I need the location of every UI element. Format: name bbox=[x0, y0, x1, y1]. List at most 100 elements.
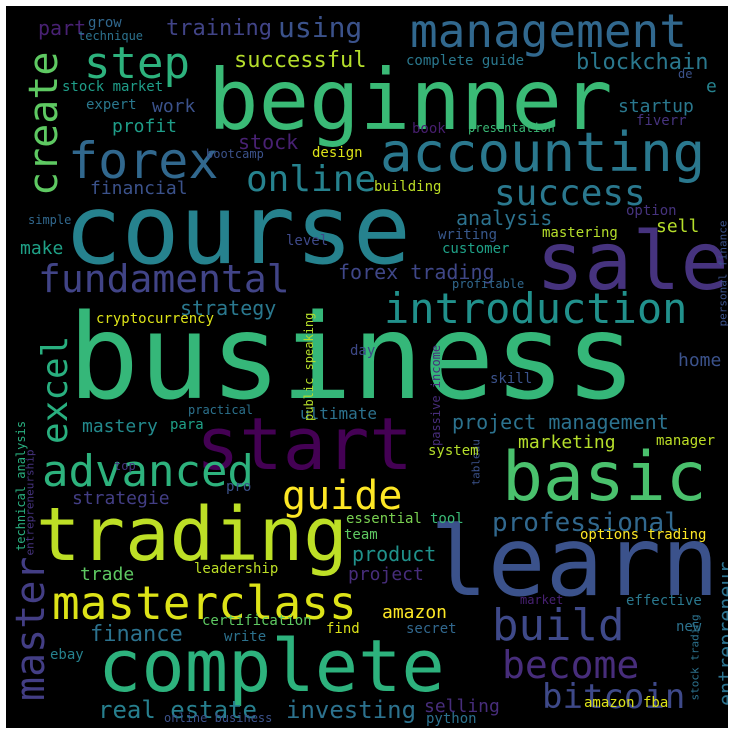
word-fundamental: fundamental bbox=[38, 257, 290, 301]
word-professional: professional bbox=[492, 508, 680, 538]
word-work: work bbox=[152, 96, 196, 117]
word-success: success bbox=[494, 173, 646, 214]
word-training: training bbox=[166, 16, 272, 41]
word-bootcamp: bootcamp bbox=[206, 147, 264, 161]
word-business: business bbox=[68, 288, 637, 426]
word-selling: selling bbox=[424, 696, 500, 717]
word-practical: practical bbox=[188, 403, 254, 417]
word-management: management bbox=[410, 6, 687, 58]
word-forex-trading: forex trading bbox=[338, 260, 495, 284]
word-guide: create bbox=[21, 51, 67, 197]
word-public-speaking: public speaking bbox=[302, 312, 316, 421]
word-book: book bbox=[412, 121, 446, 137]
word-customer: customer bbox=[442, 241, 510, 257]
word-introduction: introduction bbox=[384, 284, 688, 333]
word-online-business: online business bbox=[164, 711, 273, 725]
word-amazon: amazon bbox=[382, 602, 448, 623]
word-certification: certification bbox=[202, 613, 312, 629]
word-strategie: strategie bbox=[72, 488, 170, 509]
word-cloud: business course beginner sale learn trad… bbox=[6, 6, 728, 728]
word-part: part bbox=[38, 16, 87, 40]
word-excel: excel bbox=[35, 335, 76, 444]
word-effective: effective bbox=[626, 593, 702, 609]
word-real-estate: real estate bbox=[98, 696, 257, 724]
word-entrepreneurship: entrepreneurship bbox=[23, 449, 37, 556]
word-trade: trade bbox=[80, 564, 135, 585]
word-option: option bbox=[626, 203, 677, 219]
word-step: step bbox=[84, 38, 190, 89]
word-project: project bbox=[348, 564, 424, 585]
word-stock-market: stock market bbox=[62, 79, 164, 95]
word-write: write bbox=[224, 629, 267, 645]
word-stock: stock bbox=[238, 130, 299, 154]
word-pro: pro bbox=[226, 479, 252, 495]
word-level: level bbox=[286, 233, 329, 249]
word-team: team bbox=[344, 527, 378, 543]
word-top: top bbox=[114, 459, 136, 473]
word-masterclass: masterclass bbox=[52, 576, 357, 630]
word-leadership: leadership bbox=[194, 561, 279, 577]
word-advanced: guide bbox=[282, 473, 403, 519]
word-e: e bbox=[706, 76, 717, 97]
word-forex: forex bbox=[68, 132, 219, 190]
word-become: build bbox=[492, 600, 625, 651]
word-mastery: mastery bbox=[82, 416, 158, 437]
word-course: course bbox=[64, 174, 411, 286]
word-technique: technique bbox=[78, 29, 144, 43]
word-mastering: mastering bbox=[542, 225, 618, 241]
word-expert: expert bbox=[86, 97, 137, 113]
word-grow: grow bbox=[88, 15, 122, 31]
word-analysis: analysis bbox=[456, 206, 553, 230]
word-sell: sell bbox=[656, 216, 700, 237]
word-bitcoin: become bbox=[502, 643, 640, 687]
word-entrepreneur: entrepreneur bbox=[714, 561, 728, 707]
word-master: bitcoin bbox=[542, 677, 686, 717]
word-startup: startup bbox=[618, 96, 694, 117]
word-investing: investing bbox=[286, 696, 417, 724]
word-start: start bbox=[196, 402, 413, 486]
word-online: online bbox=[246, 159, 377, 200]
word-cryptocurrency: cryptocurrency bbox=[96, 311, 215, 327]
word-para: para bbox=[170, 417, 204, 433]
word-trading: trading bbox=[36, 492, 348, 578]
word-fiverr: fiverr bbox=[636, 113, 687, 129]
word-design: design bbox=[312, 145, 363, 161]
word-home: home bbox=[678, 350, 722, 371]
word-profit: profit bbox=[112, 116, 178, 137]
word-presentation: presentation bbox=[468, 121, 555, 135]
word-day: day bbox=[350, 343, 376, 359]
word-manager: manager bbox=[656, 433, 716, 449]
word-market: market bbox=[520, 593, 564, 607]
word-basic: basic bbox=[502, 438, 707, 517]
word-marketing: marketing bbox=[518, 432, 616, 453]
word-writing: writing bbox=[438, 227, 498, 243]
word-find: find bbox=[326, 621, 360, 637]
word-financial: financial bbox=[90, 178, 188, 199]
word-tool: tool bbox=[430, 511, 464, 527]
word-accounting: accounting bbox=[380, 121, 706, 184]
word-sale: sale bbox=[536, 215, 728, 308]
word-product: product bbox=[352, 542, 437, 566]
word-strategy: strategy bbox=[180, 296, 277, 320]
word-complete: complete bbox=[98, 624, 445, 708]
word-create: master bbox=[8, 556, 54, 702]
word-finance: finance bbox=[90, 622, 183, 647]
word-python: python bbox=[426, 711, 477, 727]
word-project-management: project management bbox=[452, 410, 669, 434]
word-de: de bbox=[678, 67, 693, 81]
word-ultimate: ultimate bbox=[300, 404, 378, 423]
word-essential: essential bbox=[346, 511, 422, 527]
word-profitable: profitable bbox=[452, 277, 525, 291]
word-ebay: ebay bbox=[50, 647, 84, 663]
word-system: system bbox=[428, 443, 479, 459]
word-learn: learn bbox=[430, 506, 719, 618]
word-secret: secret bbox=[406, 621, 457, 637]
word-options-trading: options trading bbox=[580, 527, 707, 543]
word-amazon-fba: amazon fba bbox=[584, 695, 669, 711]
word-new: new bbox=[676, 619, 702, 635]
word-skill: skill bbox=[490, 371, 533, 387]
word-passive-income: passive income bbox=[429, 344, 443, 446]
word-using: using bbox=[278, 11, 363, 44]
word-simple: simple bbox=[28, 213, 72, 227]
word-building: building bbox=[374, 179, 442, 195]
